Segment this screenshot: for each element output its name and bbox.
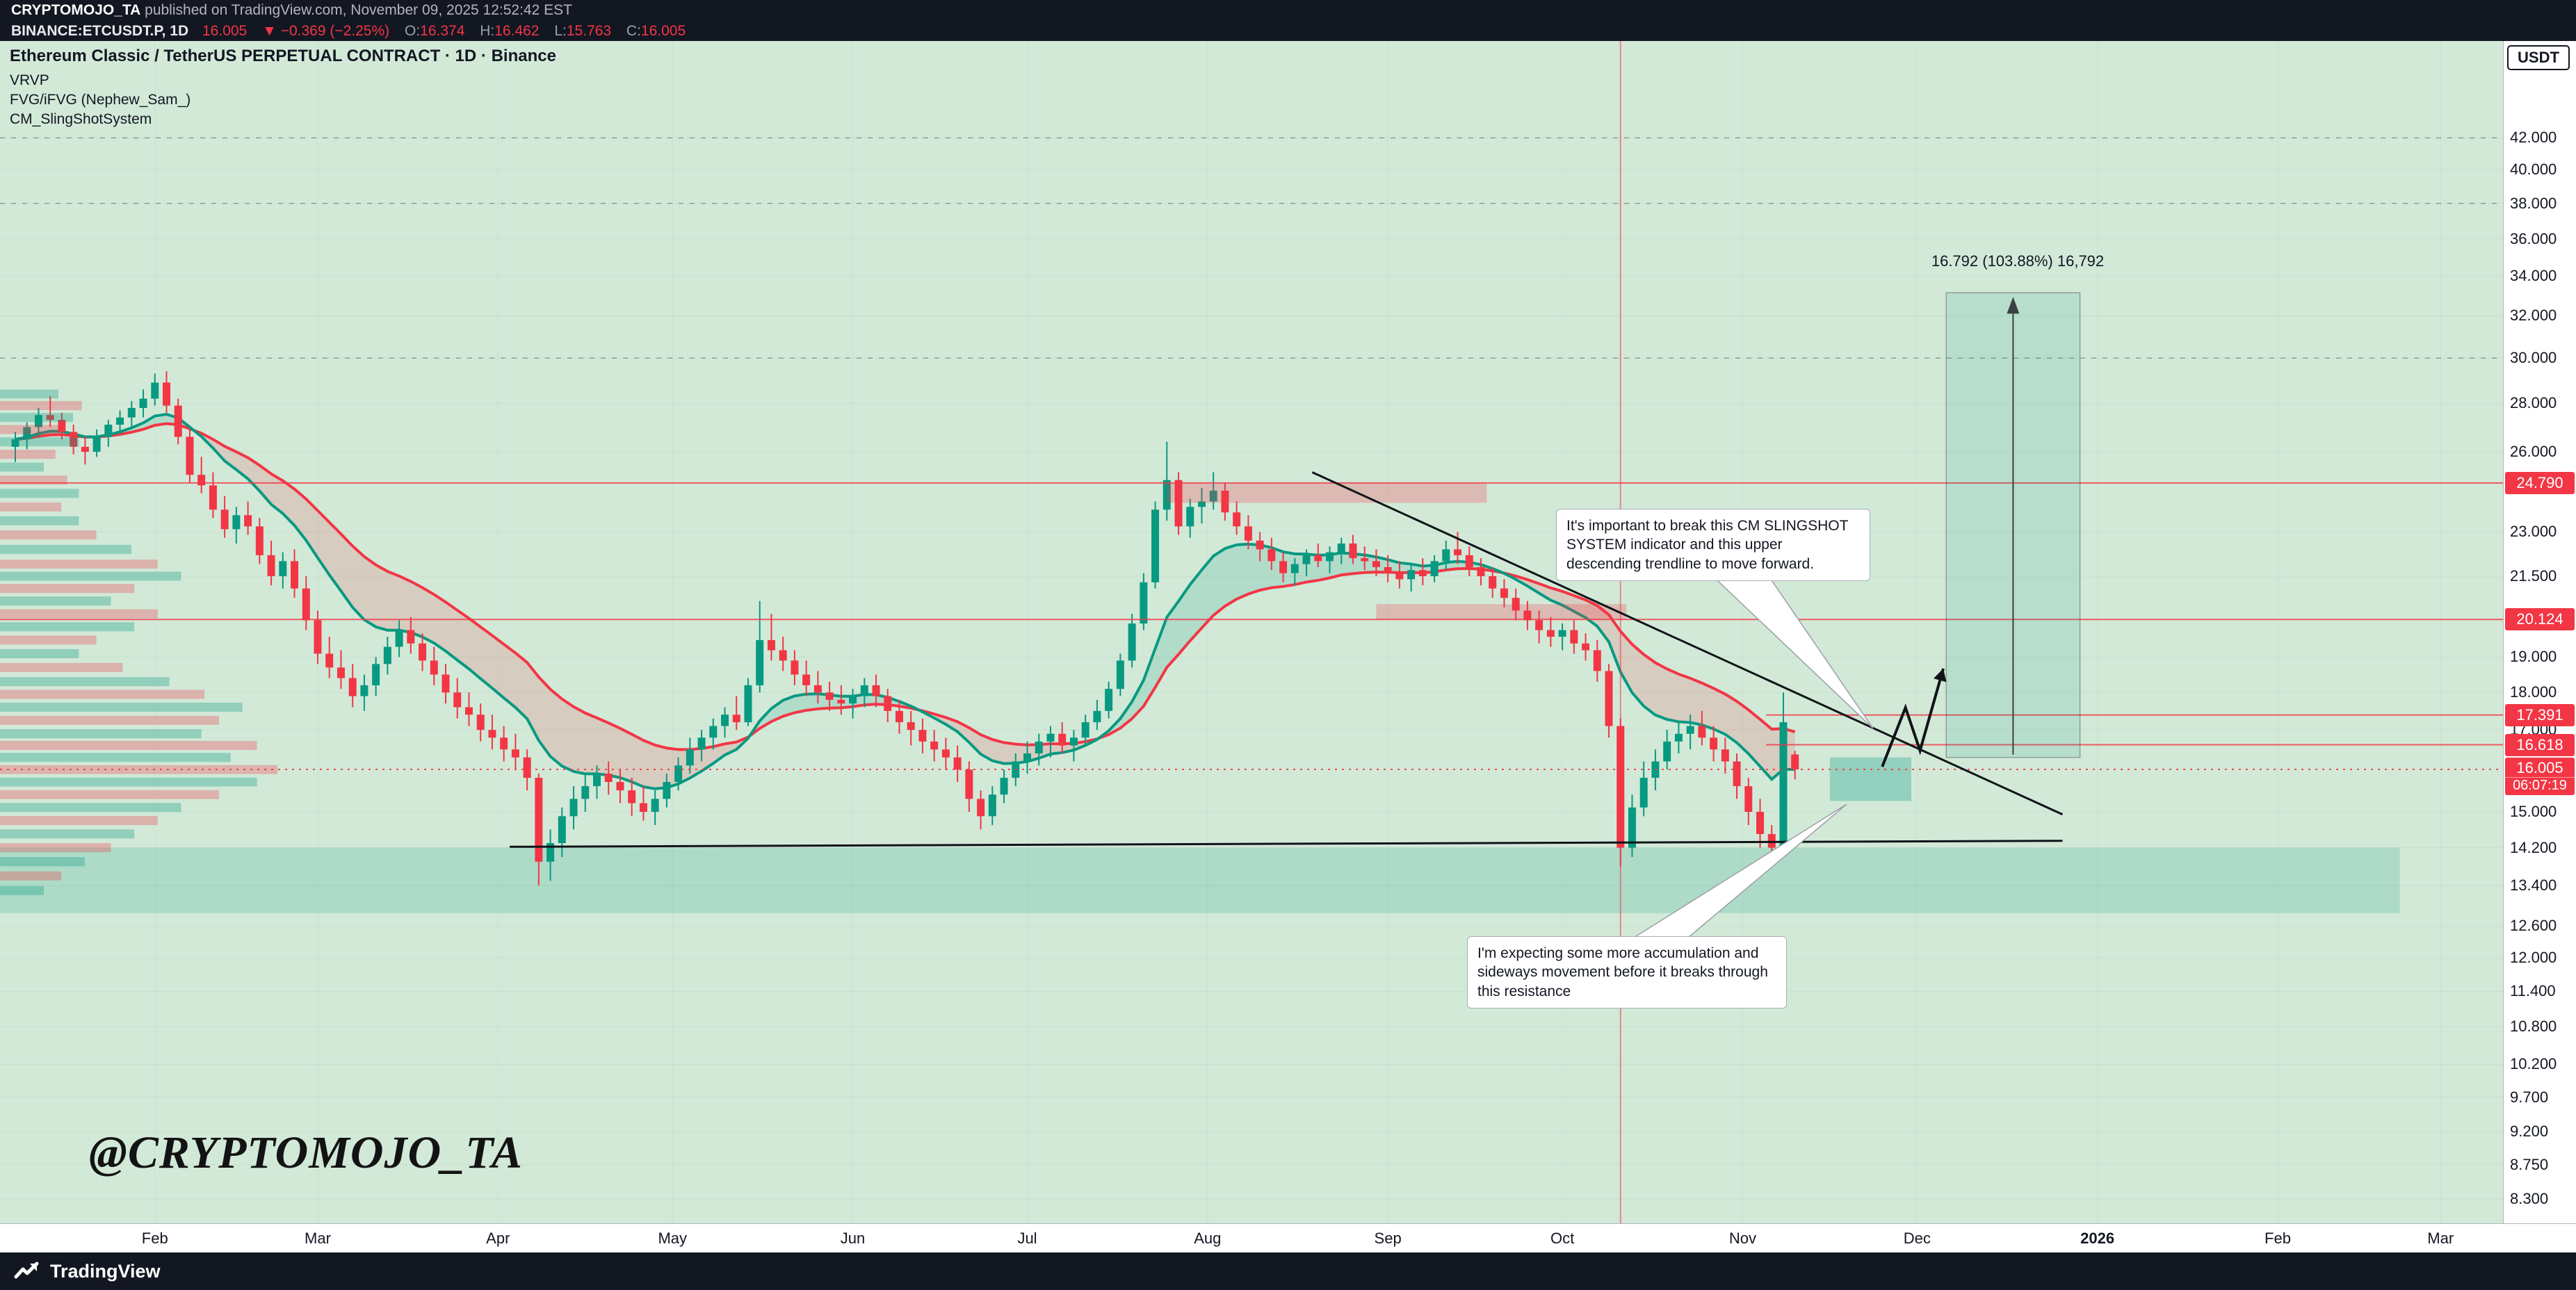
time-axis-year-label: 2026	[2080, 1229, 2115, 1247]
footer-bar: TradingView	[0, 1252, 2576, 1290]
close-value: 16.005	[640, 23, 686, 39]
time-axis-month-label: Feb	[2265, 1229, 2291, 1247]
price-tick: 9.200	[2510, 1122, 2549, 1141]
time-axis-month-label: Sep	[1374, 1229, 1402, 1247]
publish-meta-bar: CRYPTOMOJO_TA published on TradingView.c…	[0, 0, 2576, 21]
price-level-badge: 17.391	[2505, 703, 2575, 726]
time-axis-month-label: Aug	[1194, 1229, 1222, 1247]
price-tick: 12.600	[2510, 917, 2557, 935]
time-axis[interactable]: Feb Mar Apr May Jun Jul Aug Sep Oct Nov Dec 2026 Feb…	[0, 1223, 2576, 1252]
open-label: O:	[405, 23, 421, 39]
price-tick: 38.000	[2510, 194, 2557, 212]
close-label: C:	[626, 23, 641, 39]
high-value: 16.462	[494, 23, 540, 39]
indicator-label-slingshot[interactable]: CM_SlingShotSystem	[10, 111, 152, 127]
indicator-label-fvg[interactable]: FVG/iFVG (Nephew_Sam_)	[10, 92, 191, 108]
price-tick: 9.700	[2510, 1088, 2549, 1106]
price-tick: 42.000	[2510, 129, 2557, 147]
time-axis-month-label: Dec	[1903, 1229, 1931, 1247]
low-label: L:	[554, 23, 567, 39]
price-tick: 34.000	[2510, 267, 2557, 285]
time-axis-month-label: Mar	[2427, 1229, 2454, 1247]
price-tick: 23.000	[2510, 523, 2557, 541]
price-projection-label: 16.792 (103.88%) 16,792	[1931, 252, 2105, 270]
indicator-label-vrvp[interactable]: VRVP	[10, 72, 49, 88]
price-tick: 36.000	[2510, 229, 2557, 247]
price-tick: 12.000	[2510, 949, 2557, 967]
price-change: ▼ −0.369 (−2.25%)	[262, 23, 390, 39]
price-tick: 28.000	[2510, 394, 2557, 412]
price-tick: 26.000	[2510, 443, 2557, 461]
price-level-badge: 20.124	[2505, 608, 2575, 631]
time-axis-month-label: Jul	[1017, 1229, 1037, 1247]
tradingview-logo[interactable]	[13, 1257, 40, 1285]
publish-info: published on TradingView.com, November 0…	[140, 2, 572, 18]
price-tick: 40.000	[2510, 161, 2557, 179]
last-price: 16.005	[202, 23, 248, 39]
time-axis-month-label: Nov	[1728, 1229, 1756, 1247]
price-tick: 15.000	[2510, 803, 2557, 821]
high-label: H:	[480, 23, 495, 39]
time-axis-month-label: Apr	[486, 1229, 510, 1247]
time-axis-month-label: Oct	[1550, 1229, 1575, 1247]
price-tick: 30.000	[2510, 349, 2557, 367]
open-value: 16.374	[420, 23, 465, 39]
symbol-info-bar: BINANCE:ETCUSDT.P, 1D 16.005 ▼ −0.369 (−…	[0, 21, 2576, 41]
author-link[interactable]: CRYPTOMOJO_TA	[11, 2, 141, 18]
tradingview-brand-text[interactable]: TradingView	[50, 1260, 161, 1282]
price-tick: 32.000	[2510, 307, 2557, 325]
price-tick: 8.750	[2510, 1155, 2549, 1173]
bar-countdown: 06:07:19	[2505, 776, 2575, 794]
time-axis-month-label: Jun	[840, 1229, 866, 1247]
low-value: 15.763	[566, 23, 612, 39]
current-price-value: 16.005	[2516, 758, 2563, 776]
currency-toggle-button[interactable]: USDT	[2507, 45, 2570, 70]
price-tick: 10.800	[2510, 1018, 2557, 1036]
price-tick: 18.000	[2510, 683, 2557, 701]
annotation-note-trendline: It's important to break this CM SLINGSHO…	[1556, 509, 1870, 581]
price-tick: 19.000	[2510, 648, 2557, 666]
chart-plot-area[interactable]: Ethereum Classic / TetherUS PERPETUAL CO…	[0, 41, 2503, 1223]
price-tick: 10.200	[2510, 1055, 2557, 1073]
annotation-note-accumulation: I'm expecting some more accumulation and…	[1467, 936, 1787, 1009]
price-level-badge: 16.618	[2505, 733, 2575, 756]
time-axis-month-label: Feb	[141, 1229, 168, 1247]
price-tick: 8.300	[2510, 1190, 2549, 1208]
price-tick: 13.400	[2510, 876, 2557, 895]
time-axis-month-label: Mar	[305, 1229, 331, 1247]
price-tick: 14.200	[2510, 838, 2557, 856]
symbol-label[interactable]: BINANCE:ETCUSDT.P, 1D	[11, 23, 189, 39]
price-level-badge: 24.790	[2505, 471, 2575, 494]
chart-canvas[interactable]	[0, 41, 2503, 1223]
current-price-badge: 16.005 06:07:19	[2505, 757, 2575, 795]
chart-legend: Ethereum Classic / TetherUS PERPETUAL CO…	[10, 47, 556, 129]
price-axis[interactable]: USDT 42.000 40.000 38.000 36.000 34.000 32.00…	[2503, 41, 2576, 1223]
watermark-handle: @CRYPTOMOJO_TA	[89, 1127, 523, 1178]
price-tick: 11.400	[2510, 982, 2556, 1000]
time-axis-month-label: May	[658, 1229, 688, 1247]
chart-title[interactable]: Ethereum Classic / TetherUS PERPETUAL CO…	[10, 47, 556, 65]
price-tick: 21.500	[2510, 566, 2557, 585]
